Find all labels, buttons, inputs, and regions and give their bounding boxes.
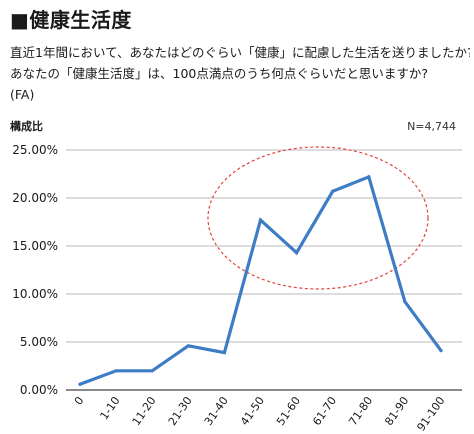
data-point <box>78 382 82 386</box>
data-point <box>222 350 226 355</box>
y-tick-labels: 0.00% 5.00% 10.00% 15.00% 20.00% 25.00% <box>12 143 58 397</box>
data-point <box>403 300 407 304</box>
data-point <box>295 251 299 255</box>
data-point <box>114 369 118 373</box>
grid-lines <box>66 149 462 391</box>
y-tick-label: 25.00% <box>12 143 58 157</box>
highlight-ellipse <box>207 146 429 290</box>
x-tick-label: 41-50 <box>238 394 267 428</box>
x-tick-label: 81-90 <box>382 394 411 428</box>
x-tick-label: 1-10 <box>98 394 123 422</box>
highlight-ellipse-group <box>207 146 429 290</box>
x-tick-label: 61-70 <box>310 394 339 428</box>
data-point <box>150 369 154 373</box>
question-text: 直近1年間において、あなたはどのぐらい「健康」に配慮した生活を送りましたか? あ… <box>10 42 470 105</box>
series-line <box>78 174 443 386</box>
y-axis-caption: 構成比 <box>10 120 43 133</box>
x-tick-label: 31-40 <box>202 394 231 428</box>
data-point <box>258 218 263 222</box>
data-point <box>367 175 371 179</box>
question-line-1: 直近1年間において、あなたはどのぐらい「健康」に配慮した生活を送りましたか? <box>10 45 470 60</box>
x-tick-label: 91-100 <box>414 394 447 433</box>
x-tick-label: 51-60 <box>274 394 303 428</box>
x-tick-label: 0 <box>72 394 87 407</box>
y-tick-label: 15.00% <box>12 239 58 253</box>
chart-title: ■健康生活度 <box>10 8 132 32</box>
x-tick-label: 11-20 <box>130 394 159 428</box>
data-point <box>186 344 190 348</box>
x-tick-labels: 0 1-10 11-20 21-30 31-40 41-50 51-60 61-70 71-80… <box>72 394 448 433</box>
x-tick-label: 21-30 <box>166 394 195 428</box>
y-tick-label: 0.00% <box>20 383 58 397</box>
sample-size-note: N=4,744 <box>407 120 456 133</box>
question-line-2: あなたの「健康生活度」は、100点満点のうち何点ぐらいだと思いますか? <box>10 66 428 81</box>
series-group <box>78 174 443 386</box>
question-line-3: (FA) <box>10 87 35 102</box>
y-tick-label: 5.00% <box>20 335 58 349</box>
y-tick-label: 20.00% <box>12 191 58 205</box>
y-tick-label: 10.00% <box>12 287 58 301</box>
data-point <box>331 189 335 193</box>
data-point <box>439 349 443 353</box>
x-tick-label: 71-80 <box>346 394 375 428</box>
